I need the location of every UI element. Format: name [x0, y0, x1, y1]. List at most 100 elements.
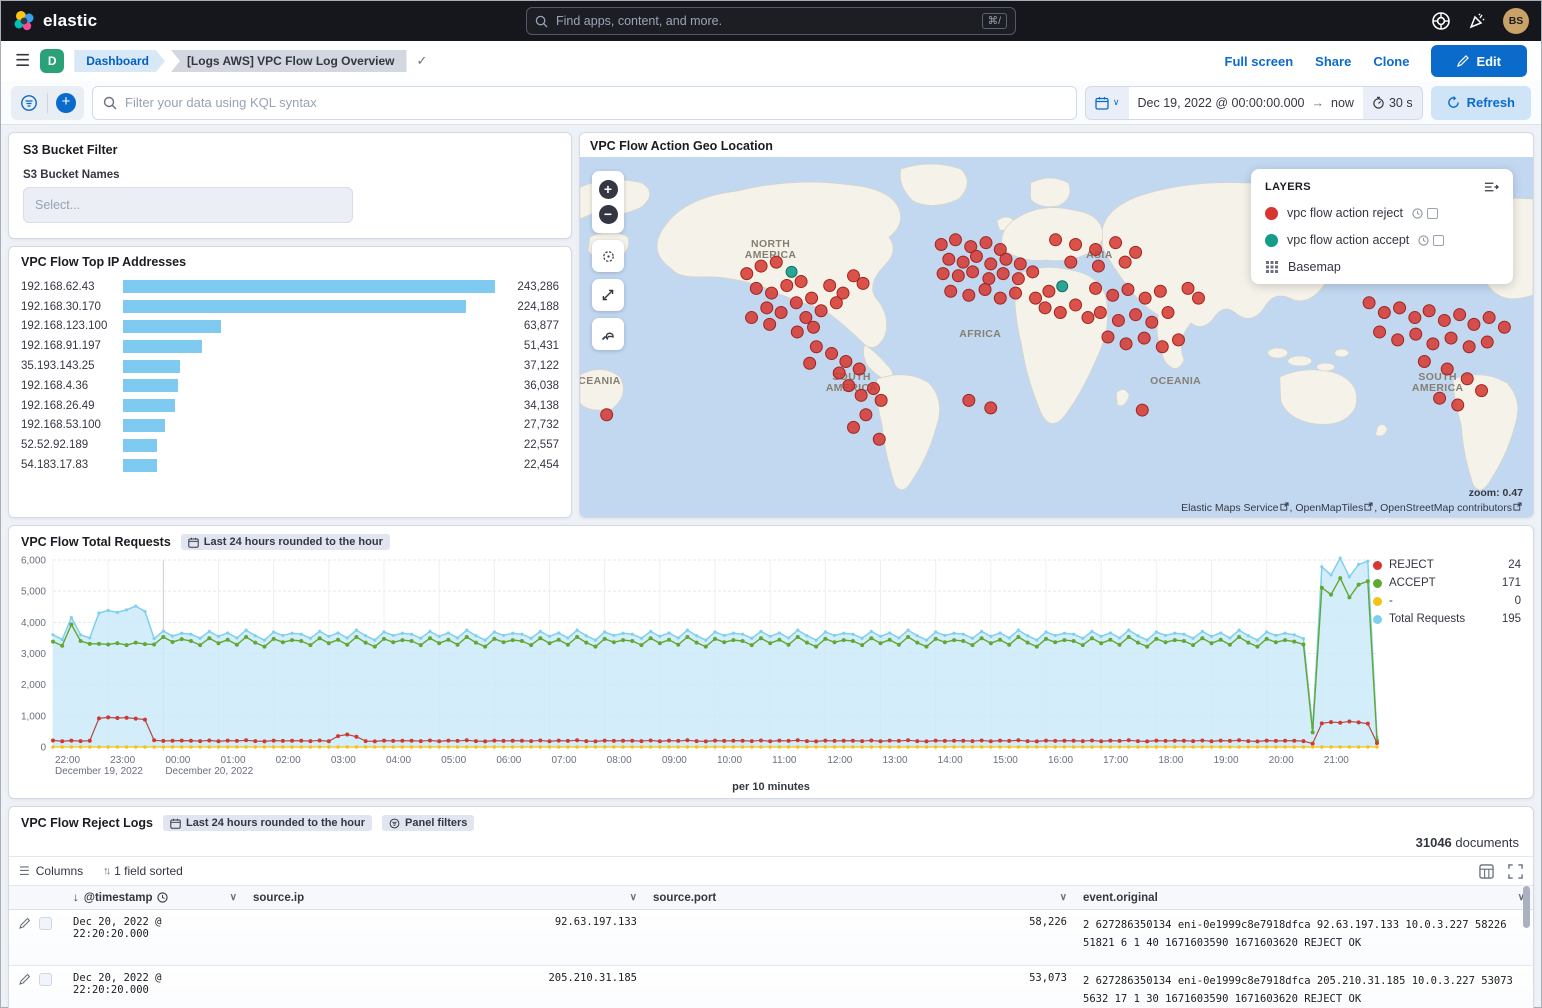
s3-bucket-select[interactable]: Select... — [23, 187, 353, 223]
bar[interactable] — [123, 438, 158, 452]
map-point-reject[interactable] — [1042, 284, 1056, 298]
map-point-reject[interactable] — [847, 269, 860, 283]
table-row[interactable]: Dec 20, 2022 @ 22:20:20.000 205.210.31.18… — [9, 966, 1533, 1008]
map-point-reject[interactable] — [951, 269, 965, 283]
bar[interactable] — [123, 399, 176, 413]
map-point-reject[interactable] — [1181, 281, 1195, 295]
map-point-reject[interactable] — [984, 401, 998, 415]
map-point-reject[interactable] — [962, 288, 976, 302]
panel-filters-badge[interactable]: Panel filters — [382, 815, 475, 831]
map-point-reject[interactable] — [763, 317, 777, 331]
layer-item-reject[interactable]: vpc flow action reject — [1265, 206, 1499, 220]
map-point-reject[interactable] — [1393, 301, 1407, 315]
map-point-reject[interactable] — [1091, 259, 1105, 273]
map-point-reject[interactable] — [852, 362, 866, 376]
map-point-reject[interactable] — [1373, 325, 1387, 339]
map-point-reject[interactable] — [1451, 398, 1465, 412]
map-point-reject[interactable] — [836, 286, 850, 300]
map-point-reject[interactable] — [809, 340, 823, 354]
map-point-reject[interactable] — [1460, 372, 1474, 386]
map-point-reject[interactable] — [780, 279, 794, 293]
map-tools-button[interactable] — [592, 318, 624, 350]
map-point-reject[interactable] — [829, 296, 843, 310]
menu-icon[interactable]: ☰ — [15, 51, 31, 70]
map-point-reject[interactable] — [1064, 255, 1078, 269]
map-point-reject[interactable] — [1029, 291, 1043, 305]
map-point-reject[interactable] — [1417, 354, 1431, 368]
map-point-reject[interactable] — [1453, 308, 1467, 322]
add-filter-button[interactable]: + — [48, 86, 84, 120]
bar-row[interactable]: 35.193.143.25 37,122 — [21, 356, 559, 376]
map-point-reject[interactable] — [1437, 313, 1451, 327]
map-point-reject[interactable] — [1026, 265, 1040, 279]
attribution-openmaptiles[interactable]: , OpenMapTiles — [1289, 502, 1364, 514]
map-point-accept[interactable] — [1056, 280, 1069, 293]
legend-item[interactable]: Total Requests 195 — [1373, 610, 1521, 628]
attribution-openstreetmap[interactable]: , OpenStreetMap contributors — [1374, 502, 1512, 514]
map-point-reject[interactable] — [1013, 257, 1027, 271]
legend-item[interactable]: -0 — [1373, 592, 1521, 610]
map-point-reject[interactable] — [969, 249, 983, 263]
map-point-reject[interactable] — [1137, 331, 1151, 345]
map-point-reject[interactable] — [765, 286, 779, 300]
map-point-reject[interactable] — [999, 252, 1013, 266]
map-point-reject[interactable] — [1135, 403, 1149, 417]
user-avatar[interactable]: BS — [1503, 8, 1529, 34]
newsfeed-icon[interactable] — [1467, 11, 1487, 31]
map-point-reject[interactable] — [1475, 384, 1489, 398]
map-point-reject[interactable] — [1118, 255, 1132, 269]
map-point-reject[interactable] — [1433, 391, 1447, 405]
zoom-in-button[interactable]: + — [598, 180, 618, 199]
map-point-accept[interactable] — [785, 265, 798, 278]
layer-item-accept[interactable]: vpc flow action accept — [1265, 233, 1499, 247]
bar[interactable] — [123, 339, 202, 353]
map-point-reject[interactable] — [1089, 281, 1103, 295]
map-point-reject[interactable] — [874, 393, 888, 407]
map-point-reject[interactable] — [1089, 243, 1103, 257]
bar-row[interactable]: 192.168.91.197 51,431 — [21, 336, 559, 356]
map-point-reject[interactable] — [1053, 306, 1067, 320]
column-header-event-original[interactable]: event.original ∨ — [1083, 891, 1525, 904]
map-point-reject[interactable] — [1129, 245, 1143, 259]
global-search-input[interactable]: Find apps, content, and more. ⌘/ — [526, 7, 1016, 35]
fit-to-data-button[interactable] — [592, 279, 624, 311]
column-header-timestamp[interactable]: ↓ @timestamp ∨ — [73, 891, 237, 904]
map-point-reject[interactable] — [789, 296, 803, 310]
map-point-reject[interactable] — [872, 432, 886, 446]
display-options-icon[interactable] — [1479, 863, 1494, 879]
map-point-reject[interactable] — [803, 356, 817, 370]
map-point-reject[interactable] — [769, 255, 783, 269]
map-point-reject[interactable] — [1161, 306, 1175, 320]
map-point-reject[interactable] — [1109, 236, 1123, 250]
refresh-button[interactable]: Refresh — [1430, 85, 1531, 120]
map-point-reject[interactable] — [825, 347, 839, 361]
bar-row[interactable]: 192.168.123.100 63,877 — [21, 317, 559, 337]
map-point-reject[interactable] — [1408, 311, 1422, 325]
map-point-reject[interactable] — [936, 267, 950, 281]
column-header-source-port[interactable]: source.port ∨ — [653, 891, 1067, 904]
bar[interactable] — [123, 359, 180, 373]
map-point-reject[interactable] — [942, 252, 956, 266]
map-point-reject[interactable] — [1480, 335, 1494, 349]
map-point-reject[interactable] — [749, 281, 763, 295]
map-point-reject[interactable] — [1391, 333, 1405, 347]
bar-row[interactable]: 192.168.4.36 36,038 — [21, 376, 559, 396]
map-point-reject[interactable] — [740, 267, 754, 281]
map-point-reject[interactable] — [794, 275, 808, 289]
bar-row[interactable]: 52.52.92.189 22,557 — [21, 435, 559, 455]
map-point-reject[interactable] — [1422, 304, 1436, 318]
breadcrumb-dashboard[interactable]: Dashboard — [74, 50, 165, 72]
map-point-reject[interactable] — [1440, 362, 1454, 376]
attribution-elastic-maps[interactable]: Elastic Maps Service — [1181, 502, 1279, 514]
table-row[interactable]: Dec 20, 2022 @ 22:20:20.000 92.63.197.133… — [9, 910, 1533, 966]
map-point-reject[interactable] — [934, 237, 948, 251]
map-point-reject[interactable] — [1462, 340, 1476, 354]
map-point-reject[interactable] — [1145, 315, 1159, 329]
columns-button[interactable]: ☰ Columns — [19, 864, 84, 878]
column-header-source-ip[interactable]: source.ip ∨ — [253, 891, 637, 904]
map-point-reject[interactable] — [962, 393, 976, 407]
refresh-interval-button[interactable]: 30 s — [1363, 87, 1422, 119]
bar-row[interactable]: 192.168.30.170 224,188 — [21, 297, 559, 317]
map-point-reject[interactable] — [842, 379, 856, 393]
map-point-reject[interactable] — [993, 243, 1007, 257]
